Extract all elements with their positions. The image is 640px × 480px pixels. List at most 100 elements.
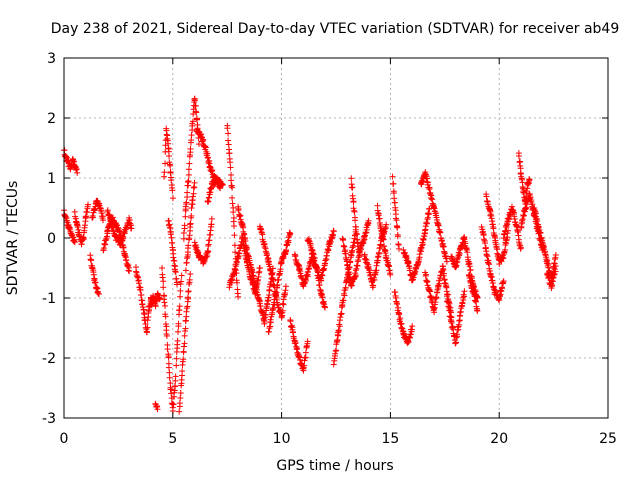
data-point xyxy=(160,278,167,285)
data-point xyxy=(183,305,190,312)
y-tick-label: 0 xyxy=(47,231,56,247)
data-point xyxy=(166,153,173,160)
data-point xyxy=(315,269,322,276)
data-point xyxy=(340,297,347,304)
data-point xyxy=(184,179,191,186)
data-point xyxy=(181,343,188,350)
data-point xyxy=(171,383,178,390)
data-point xyxy=(327,238,334,245)
data-point xyxy=(225,130,232,137)
data-point xyxy=(552,251,559,258)
data-point xyxy=(224,125,231,132)
data-point xyxy=(188,212,195,219)
data-point xyxy=(182,267,189,274)
data-point xyxy=(340,237,347,244)
data-point xyxy=(365,217,372,224)
y-tick-label: 1 xyxy=(47,171,56,187)
y-axis-label: SDTVAR / TECUs xyxy=(5,181,21,296)
data-point xyxy=(205,248,212,255)
data-point xyxy=(188,137,195,144)
data-point xyxy=(160,284,167,291)
data-point xyxy=(177,287,184,294)
data-point xyxy=(182,318,189,325)
data-point xyxy=(194,116,201,123)
data-point xyxy=(207,227,214,234)
data-point xyxy=(253,284,260,291)
data-point xyxy=(176,307,183,314)
data-point xyxy=(125,262,132,269)
data-point xyxy=(263,305,270,312)
data-point xyxy=(189,118,196,125)
data-point xyxy=(394,233,401,240)
data-point xyxy=(89,214,96,221)
y-tick-label: -2 xyxy=(42,351,56,367)
data-point xyxy=(393,217,400,224)
data-point xyxy=(90,271,97,278)
data-point xyxy=(264,297,271,304)
data-point xyxy=(426,287,433,294)
data-point xyxy=(78,241,85,248)
data-point xyxy=(335,328,342,335)
data-points xyxy=(61,95,559,415)
data-point xyxy=(156,294,163,301)
data-point xyxy=(116,228,123,235)
data-point xyxy=(100,217,107,224)
data-point xyxy=(191,97,198,104)
data-point xyxy=(290,329,297,336)
data-point xyxy=(114,224,121,231)
data-point xyxy=(188,132,195,139)
data-point xyxy=(279,307,286,314)
data-point xyxy=(292,339,299,346)
data-point xyxy=(228,177,235,184)
data-point xyxy=(229,200,236,207)
data-point xyxy=(392,289,399,296)
data-point xyxy=(348,184,355,191)
data-point xyxy=(229,194,236,201)
data-point xyxy=(235,205,242,212)
data-point xyxy=(236,250,243,257)
data-point xyxy=(317,286,324,293)
y-tick-label: -3 xyxy=(42,411,56,427)
data-point xyxy=(144,324,151,331)
data-point xyxy=(231,242,238,249)
data-point xyxy=(267,319,274,326)
data-point xyxy=(277,266,284,273)
data-point xyxy=(285,234,292,241)
data-point xyxy=(173,275,180,282)
data-point xyxy=(185,295,192,302)
data-point xyxy=(348,282,355,289)
data-point xyxy=(267,267,274,274)
data-point xyxy=(71,239,78,246)
data-point xyxy=(165,364,172,371)
data-point xyxy=(363,226,370,233)
data-point xyxy=(162,313,169,320)
data-point xyxy=(278,259,285,266)
data-point xyxy=(283,247,290,254)
data-point xyxy=(345,271,352,278)
data-point xyxy=(282,283,289,290)
data-point xyxy=(186,160,193,167)
data-point xyxy=(156,295,163,302)
data-point xyxy=(310,250,317,257)
data-point xyxy=(172,269,179,276)
data-point xyxy=(349,184,356,191)
data-point xyxy=(187,220,194,227)
data-point xyxy=(387,271,394,278)
data-point xyxy=(190,190,197,197)
data-point xyxy=(349,195,356,202)
x-tick-label: 20 xyxy=(490,431,508,447)
data-point xyxy=(493,244,500,251)
data-point xyxy=(185,166,192,173)
data-point xyxy=(170,254,177,261)
data-point xyxy=(180,356,187,363)
data-point xyxy=(259,231,266,238)
data-point xyxy=(154,406,161,413)
data-point xyxy=(316,281,323,288)
data-point xyxy=(271,296,278,303)
data-point xyxy=(330,361,337,368)
data-point xyxy=(350,198,357,205)
data-point xyxy=(185,171,192,178)
data-point xyxy=(311,255,318,262)
x-tick-label: 15 xyxy=(381,431,399,447)
x-axis-ticks: 0 5 10 15 20 25 xyxy=(60,58,617,447)
